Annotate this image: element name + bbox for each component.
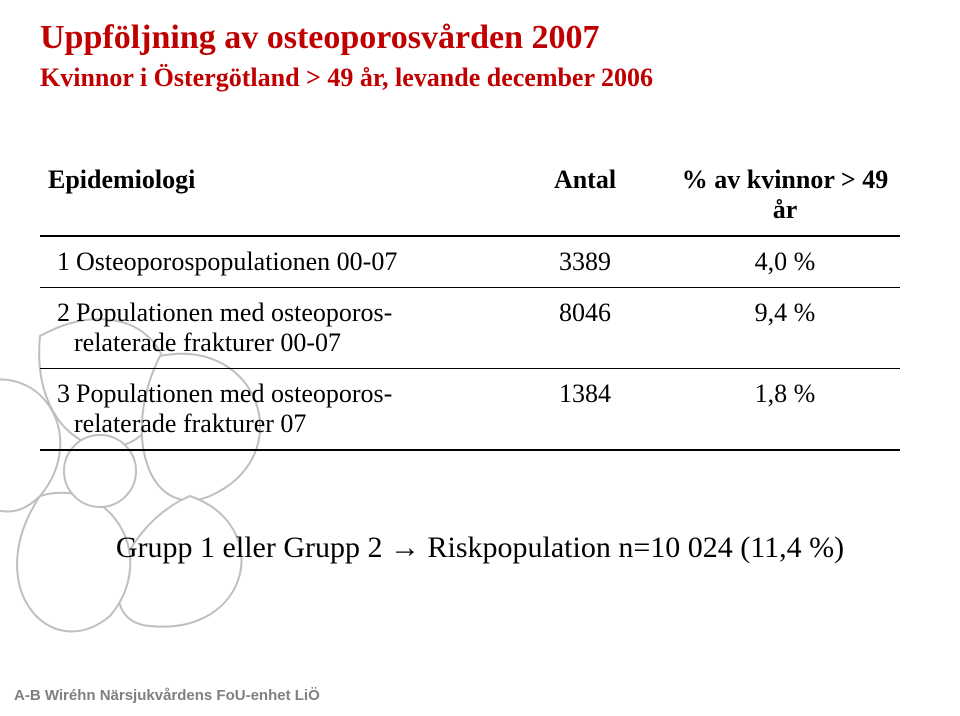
row-label: 1Osteoporospopulationen 00-07 — [40, 237, 500, 287]
row-antal: 1384 — [500, 369, 670, 419]
row-antal: 3389 — [500, 237, 670, 287]
row-antal: 8046 — [500, 288, 670, 338]
row-pct: 9,4 % — [670, 288, 900, 338]
table-header-row: Epidemiologi Antal % av kvinnor > 49 år — [40, 155, 900, 237]
row-number: 1 — [48, 247, 70, 277]
row-label: 3Populationen med osteoporos- relaterade… — [40, 369, 500, 449]
header-antal: Antal — [500, 155, 670, 205]
table-row: 1Osteoporospopulationen 00-0733894,0 % — [40, 237, 900, 288]
conclusion-line: Grupp 1 eller Grupp 2 → Riskpopulation n… — [40, 531, 920, 565]
row-number: 2 — [48, 298, 70, 328]
table-row: 2Populationen med osteoporos- relaterade… — [40, 288, 900, 369]
header-pct: % av kvinnor > 49 år — [670, 155, 900, 235]
table-row: 3Populationen med osteoporos- relaterade… — [40, 369, 900, 451]
row-label: 2Populationen med osteoporos- relaterade… — [40, 288, 500, 368]
row-number: 3 — [48, 379, 70, 409]
table-body: 1Osteoporospopulationen 00-0733894,0 %2P… — [40, 237, 900, 451]
slide-subtitle: Kvinnor i Östergötland > 49 år, levande … — [40, 61, 920, 95]
row-pct: 4,0 % — [670, 237, 900, 287]
footer-credit: A-B Wiréhn Närsjukvårdens FoU-enhet LiÖ — [14, 687, 320, 704]
slide-content: Uppföljning av osteoporosvården 2007 Kvi… — [0, 0, 960, 565]
epidemiology-table: Epidemiologi Antal % av kvinnor > 49 år … — [40, 155, 900, 451]
header-label: Epidemiologi — [40, 155, 500, 205]
row-pct: 1,8 % — [670, 369, 900, 419]
slide-title: Uppföljning av osteoporosvården 2007 — [40, 18, 920, 59]
